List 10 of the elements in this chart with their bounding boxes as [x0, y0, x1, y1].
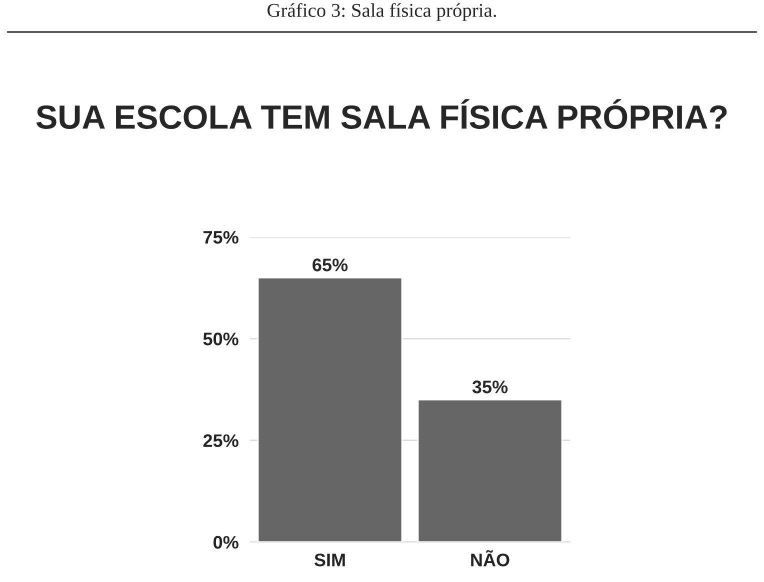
- y-tick-label: 75%: [204, 230, 238, 244]
- y-tick-label: 50%: [203, 332, 238, 346]
- text: Gráfico 3: Sala física própria.: [268, 3, 496, 21]
- data-label: 65%: [312, 258, 348, 272]
- x-tick-label: NÃO: [471, 550, 510, 566]
- y-tick-label: 25%: [203, 434, 238, 448]
- x-tick-label: SIM: [314, 554, 345, 566]
- data-label: 35%: [472, 380, 508, 394]
- chart-title: SUA ESCOLA TEM SALA FÍSICA PRÓPRIA?: [36, 99, 727, 129]
- y-tick-label: 0%: [214, 536, 238, 549]
